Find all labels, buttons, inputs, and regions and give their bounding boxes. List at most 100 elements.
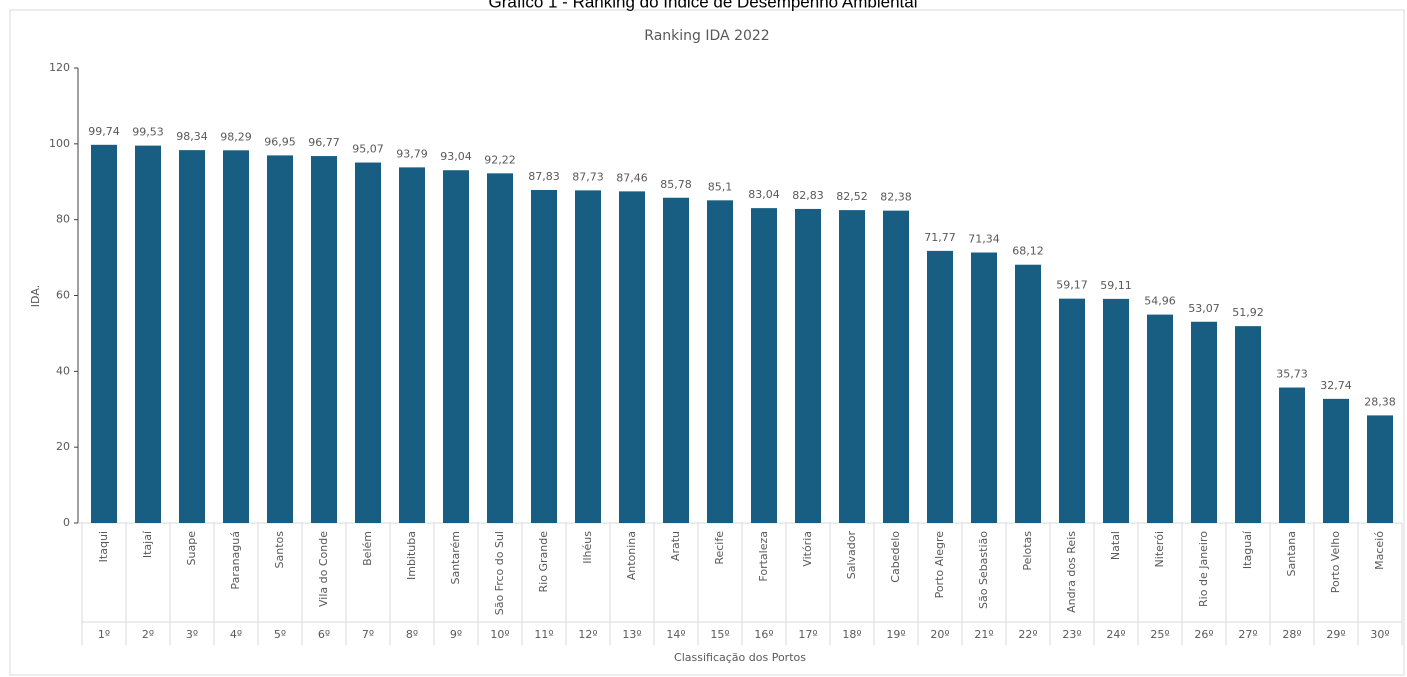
data-label: 85,1 — [708, 180, 733, 193]
data-label: 51,92 — [1232, 306, 1264, 319]
x-axis-title: Classificação dos Portos — [674, 651, 806, 664]
x-tick-label: Itaqui — [97, 531, 110, 562]
bar — [135, 145, 161, 523]
rank-label: 11º — [534, 628, 553, 641]
x-tick-label: Pelotas — [1021, 531, 1034, 571]
rank-label: 18º — [842, 628, 861, 641]
bar — [927, 250, 953, 524]
bar — [839, 210, 865, 523]
rank-label: 9º — [450, 628, 462, 641]
x-tick-label: Salvador — [845, 531, 858, 580]
bar — [971, 252, 997, 523]
bar — [1279, 387, 1305, 523]
rank-label: 30º — [1370, 628, 1389, 641]
rank-label: 20º — [930, 628, 949, 641]
bar — [355, 162, 381, 523]
data-label: 99,53 — [132, 126, 164, 139]
data-label: 98,34 — [176, 130, 208, 143]
x-tick-label: Aratu — [669, 531, 682, 561]
data-label: 87,83 — [528, 170, 560, 183]
bar — [795, 208, 821, 523]
data-label: 96,77 — [308, 136, 340, 149]
data-label: 83,04 — [748, 188, 780, 201]
x-tick-label: Itaguaí — [1241, 530, 1254, 569]
x-tick-label: Andra dos Reis — [1065, 531, 1078, 613]
rank-label: 24º — [1106, 628, 1125, 641]
x-tick-label: Vitória — [801, 531, 814, 567]
x-tick-label: Paranaguá — [229, 531, 242, 590]
rank-label: 14º — [666, 628, 685, 641]
bar — [751, 208, 777, 523]
caption: Gráfico 1 - Ranking do Índice de Desempe… — [488, 0, 917, 11]
bar — [487, 173, 513, 523]
bar — [1191, 321, 1217, 523]
data-label: 95,07 — [352, 143, 384, 156]
data-label: 59,11 — [1100, 279, 1132, 292]
bar — [267, 155, 293, 523]
x-tick-label: São Sebastião — [977, 531, 990, 609]
x-tick-label: Porto Alegre — [933, 531, 946, 599]
rank-label: 21º — [974, 628, 993, 641]
data-label: 87,73 — [572, 170, 604, 183]
bar — [1147, 314, 1173, 523]
rank-label: 3º — [186, 628, 198, 641]
data-label: 82,38 — [880, 191, 912, 204]
rank-label: 5º — [274, 628, 286, 641]
data-label: 68,12 — [1012, 245, 1044, 258]
y-tick-label: 0 — [63, 516, 70, 529]
y-tick-label: 20 — [56, 440, 70, 453]
x-tick-label: Itajaí — [141, 530, 154, 558]
chart-title: Ranking IDA 2022 — [644, 28, 769, 44]
data-label: 71,34 — [968, 233, 1000, 246]
x-tick-label: Santana — [1285, 531, 1298, 576]
bar — [1235, 326, 1261, 523]
rank-label: 28º — [1282, 628, 1301, 641]
bar — [1015, 264, 1041, 523]
x-tick-label: Santarém — [449, 531, 462, 585]
x-tick-label: Natal — [1109, 531, 1122, 560]
x-tick-label: São Frco do Sul — [493, 531, 506, 615]
bar — [883, 210, 909, 523]
data-label: 82,52 — [836, 190, 868, 203]
x-tick-label: Imbituba — [405, 531, 418, 580]
x-tick-label: Maceió — [1373, 531, 1386, 570]
rank-label: 22º — [1018, 628, 1037, 641]
rank-label: 26º — [1194, 628, 1213, 641]
y-axis-title: IDA. — [29, 285, 42, 307]
x-tick-label: Cabedelo — [889, 531, 902, 583]
x-tick-label: Fortaleza — [757, 531, 770, 582]
bar — [399, 167, 425, 523]
data-label: 54,96 — [1144, 295, 1176, 308]
y-tick-label: 100 — [49, 137, 70, 150]
rank-label: 27º — [1238, 628, 1257, 641]
data-label: 99,74 — [88, 125, 120, 138]
y-tick-label: 120 — [49, 61, 70, 74]
data-label: 87,46 — [616, 171, 648, 184]
x-tick-label: Suape — [185, 531, 198, 566]
y-tick-label: 60 — [56, 289, 70, 302]
x-tick-label: Recife — [713, 531, 726, 565]
y-tick-label: 80 — [56, 213, 70, 226]
bar — [1103, 298, 1129, 523]
bar — [1367, 415, 1393, 523]
x-tick-label: Rio de Janeiro — [1197, 531, 1210, 607]
bar — [443, 170, 469, 523]
rank-label: 16º — [754, 628, 773, 641]
bar — [179, 150, 205, 523]
bar — [663, 197, 689, 523]
bar — [575, 190, 601, 523]
rank-label: 23º — [1062, 628, 1081, 641]
bar — [531, 189, 557, 524]
rank-label: 17º — [798, 628, 817, 641]
rank-label: 12º — [578, 628, 597, 641]
data-label: 93,79 — [396, 147, 428, 160]
rank-label: 1º — [98, 628, 110, 641]
data-label: 92,22 — [484, 153, 516, 166]
x-tick-label: Vila do Conde — [317, 531, 330, 607]
data-label: 53,07 — [1188, 302, 1220, 315]
rank-label: 25º — [1150, 628, 1169, 641]
x-tick-label: Ilhéus — [581, 531, 594, 564]
rank-label: 6º — [318, 628, 330, 641]
x-tick-label: Rio Grande — [537, 531, 550, 593]
